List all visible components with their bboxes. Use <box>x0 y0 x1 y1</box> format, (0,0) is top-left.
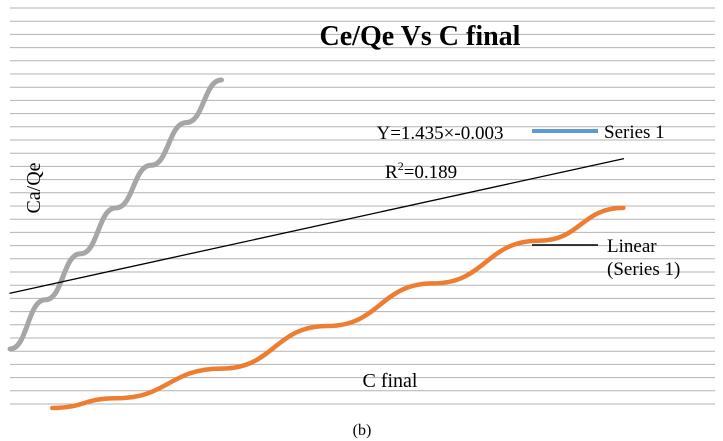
series-layer <box>7 77 626 411</box>
series-line-1 <box>7 77 224 352</box>
series-line-3 <box>9 158 625 294</box>
r-squared-value: =0.189 <box>404 162 457 183</box>
legend: Series 1 Linear (Series 1) <box>532 122 680 280</box>
legend-label-linear: Linear (Series 1) <box>607 236 680 280</box>
r-squared-sup: 2 <box>398 159 404 173</box>
legend-label-series-1: Series 1 <box>604 122 665 143</box>
legend-label-linear-line: (Series 1) <box>607 259 680 280</box>
gridlines <box>10 7 715 405</box>
series-line-2 <box>50 205 626 411</box>
r-squared-prefix: R <box>385 162 398 183</box>
equation-label: Y=1.435×-0.003 <box>377 123 504 144</box>
x-axis-label: C final <box>363 370 418 392</box>
figure-caption: (b) <box>353 422 372 439</box>
r-squared-label: R2=0.189 <box>385 159 457 183</box>
legend-label-linear-line: Linear <box>607 236 657 257</box>
chart-title: Ce/Qe Vs C final <box>320 21 521 52</box>
y-axis-label: Ca/Qe <box>23 162 45 213</box>
